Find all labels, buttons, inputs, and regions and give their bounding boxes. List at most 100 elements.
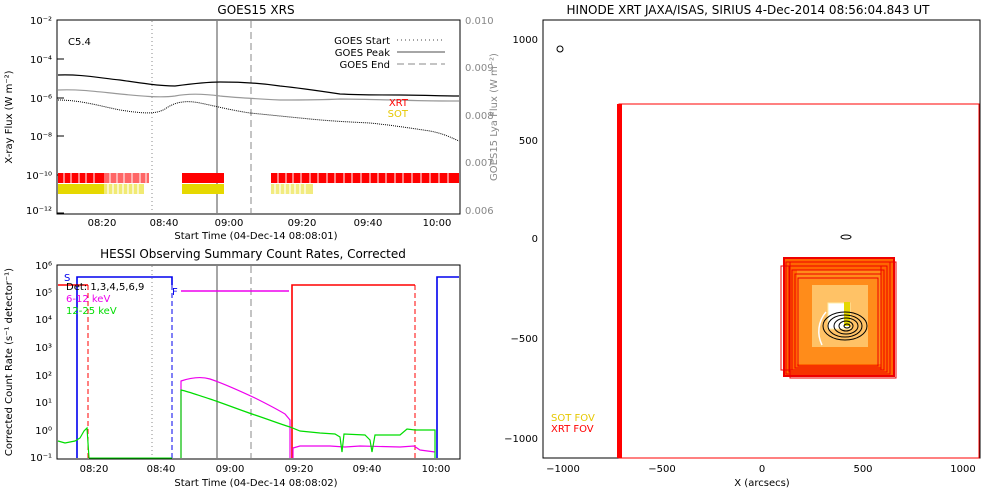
hinode-x-ticks: −1000 −500 0 500 1000 [546, 464, 976, 475]
hinode-y-ticks: 1000 500 0 −500 −1000 [504, 35, 538, 445]
hessi-plot-frame [56, 264, 461, 460]
sot-coverage-gaps [107, 184, 306, 194]
xrt-coverage-block [104, 173, 149, 183]
goes-y-tick-label: 10⁻⁶ [30, 94, 52, 105]
goes-right-tick-label: 0.008 [465, 111, 494, 122]
hinode-y-tick-label: 0 [532, 234, 538, 245]
hessi-y-tick-label: 10⁴ [35, 315, 52, 326]
goes-y-tick-label: 10⁻¹² [26, 206, 52, 217]
goes-x-tick-label: 10:00 [423, 218, 452, 229]
hessi-xlabel: Start Time (04-Dec-14 08:08:02) [174, 478, 337, 489]
goes-right-y-ticks: 0.010 0.009 0.008 0.007 0.006 [465, 16, 494, 217]
hessi-state-blue-1 [76, 276, 173, 458]
hinode-sot-fov-label: SOT FOV [551, 413, 595, 424]
goes-y-tick-label: 10⁻⁴ [30, 55, 52, 66]
legend-goes-end: GOES End [340, 60, 390, 71]
hinode-x-tick-label: −500 [648, 464, 675, 475]
hessi-x-tick-label: 10:00 [422, 464, 451, 475]
xrt-coverage-block [58, 173, 104, 183]
hessi-x-tick-label: 09:40 [353, 464, 382, 475]
hessi-y-tick-label: 10⁰ [35, 426, 52, 437]
hinode-y-tick-label: −1000 [504, 434, 538, 445]
goes-panel: GOES15 XRS 10⁻² 10⁻⁴ 10⁻⁶ 10⁻⁸ 10⁻¹⁰ 10⁻… [4, 3, 500, 242]
goes-long-channel-curve [57, 74, 460, 97]
goes-legend: GOES Start GOES Peak GOES End [334, 36, 445, 71]
hinode-x-tick-label: 500 [853, 464, 872, 475]
hinode-y-tick-label: 500 [519, 136, 538, 147]
xrt-fov-box [783, 257, 895, 377]
xrt-fov-edge-bar [617, 104, 622, 458]
hessi-y-ticks: 10⁶ 10⁵ 10⁴ 10³ 10² 10¹ 10⁰ 10⁻¹ [30, 261, 52, 464]
legend-goes-peak: GOES Peak [335, 48, 390, 59]
goes-x-tick-label: 08:40 [150, 218, 179, 229]
contour [822, 311, 868, 341]
sot-coverage-bars [58, 184, 313, 194]
legend-goes-start: GOES Start [334, 36, 390, 47]
xrt-fov-cluster [780, 257, 897, 379]
goes-y-tick-label: 10⁻⁸ [30, 132, 52, 143]
hessi-panel: HESSI Observing Summary Count Rates, Cor… [4, 247, 461, 489]
hinode-small-contour [840, 234, 852, 240]
contour [833, 317, 859, 335]
goes-short-channel-curve [57, 99, 460, 142]
sot-fov-marker [844, 302, 850, 326]
hinode-y-tick-label: −500 [511, 334, 538, 345]
hinode-plot-frame [542, 19, 981, 459]
contour [827, 314, 863, 338]
hessi-legend-6-12kev: 6-12 keV [66, 294, 110, 305]
goes-plot-frame [56, 19, 461, 215]
sot-coverage-block [182, 184, 224, 194]
hessi-x-tick-label: 09:20 [285, 464, 314, 475]
hessi-x-tick-label: 09:00 [216, 464, 245, 475]
goes-title: GOES15 XRS [217, 3, 294, 17]
xrt-fov-box [780, 265, 882, 371]
xrt-coverage-gaps [63, 173, 449, 183]
goes-x-tick-label: 09:00 [215, 218, 244, 229]
sot-coverage-block [58, 184, 104, 194]
hessi-y-tick-label: 10¹ [35, 398, 52, 409]
xrt-coverage-bars [58, 173, 459, 183]
goes-right-tick-label: 0.007 [465, 158, 494, 169]
hessi-y-tick-label: 10⁶ [35, 261, 52, 272]
hessi-x-ticks: 08:20 08:40 09:00 09:20 09:40 10:00 [80, 464, 451, 475]
hessi-y-tick-label: 10² [35, 371, 52, 382]
hinode-small-circle [556, 45, 564, 53]
hinode-x-tick-label: −1000 [546, 464, 580, 475]
sot-coverage-block [104, 184, 144, 194]
goes-ylabel: X-ray Flux (W m⁻²) [4, 70, 15, 163]
hessi-y-tick-label: 10⁻¹ [30, 453, 52, 464]
goes-right-tick-label: 0.009 [465, 63, 494, 74]
goes-x-tick-label: 09:20 [288, 218, 317, 229]
hinode-xlabel: X (arcsecs) [734, 478, 790, 489]
hinode-y-tick-label: 1000 [513, 35, 538, 46]
goes-x-tick-label: 08:20 [88, 218, 117, 229]
xrt-coverage-block [182, 173, 224, 183]
hessi-ylabel: Corrected Count Rate (s⁻¹ detector⁻¹) [4, 268, 15, 456]
hessi-x-tick-label: 08:40 [147, 464, 176, 475]
hessi-marker-f: F [172, 287, 178, 298]
goes-right-tick-label: 0.006 [465, 206, 494, 217]
hessi-legend-12-25kev: 12-25 keV [66, 306, 117, 317]
sot-coverage-block [271, 184, 313, 194]
goes-x-ticks: 08:20 08:40 09:00 09:20 09:40 10:00 [88, 218, 452, 229]
hessi-flag-red-2 [291, 284, 415, 458]
goes-lya-curve [57, 89, 460, 102]
contour [843, 323, 851, 329]
limb-arc [818, 311, 827, 346]
goes-xlabel: Start Time (04-Dec-14 08:08:01) [174, 231, 337, 242]
hessi-y-tick-label: 10³ [35, 343, 52, 354]
goes-y-tick-label: 10⁻² [30, 16, 52, 27]
xrt-fov-box [797, 277, 879, 367]
goes-x-tick-label: 09:40 [354, 218, 383, 229]
hessi-y-tick-label: 10⁵ [35, 288, 52, 299]
hessi-legend-detectors: Det: 1,3,4,5,6,9 [66, 282, 144, 293]
xrt-fov-box [789, 261, 897, 379]
hessi-title: HESSI Observing Summary Count Rates, Cor… [100, 247, 406, 261]
hessi-6-12kev-curve [180, 376, 436, 458]
hessi-12-25kev-curve [57, 389, 436, 459]
hinode-panel: HINODE XRT JAXA/ISAS, SIRIUS 4-Dec-2014 … [504, 3, 981, 489]
hinode-xrt-fov-label: XRT FOV [551, 424, 594, 435]
hinode-x-tick-label: 0 [759, 464, 765, 475]
xrt-coverage-block [271, 173, 459, 183]
